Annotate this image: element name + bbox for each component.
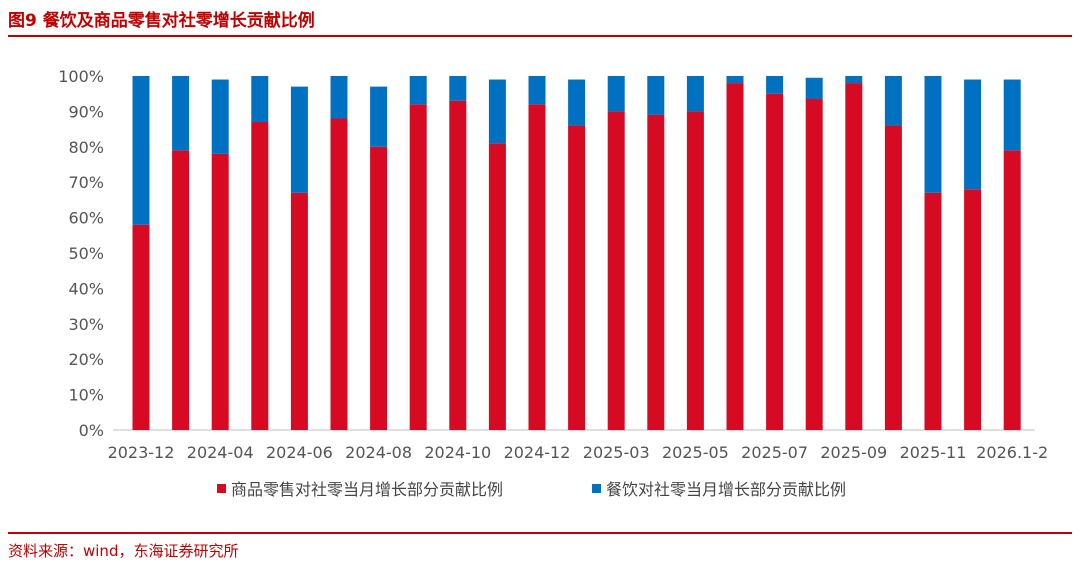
source-rule (8, 532, 1072, 534)
y-tick-label: 80% (68, 138, 104, 157)
bar-goods-retail (726, 83, 744, 430)
bar-catering (1003, 79, 1021, 151)
y-tick-label: 30% (68, 315, 104, 334)
bar-catering (964, 79, 982, 190)
legend-swatch-goods (217, 484, 226, 493)
bar-goods-retail (647, 114, 665, 430)
bar-catering (409, 76, 427, 105)
bar-catering (330, 76, 348, 119)
x-tick-label: 2025-09 (820, 443, 887, 462)
bar-goods-retail (172, 150, 190, 430)
y-tick-label: 60% (68, 209, 104, 228)
bar-catering (449, 76, 467, 101)
figure-title: 图9 餐饮及商品零售对社零增长贡献比例 (8, 11, 315, 31)
x-tick-label: 2024-04 (187, 443, 254, 462)
y-tick-label: 20% (68, 350, 104, 369)
y-tick-label: 70% (68, 173, 104, 192)
bar-goods-retail (488, 143, 506, 430)
bar-goods-retail (251, 122, 269, 431)
bar-catering (647, 76, 665, 115)
bar-catering (845, 76, 863, 84)
y-tick-label: 50% (68, 244, 104, 263)
bar-goods-retail (528, 104, 546, 430)
legend-label-goods: 商品零售对社零当月增长部分贡献比例 (231, 480, 503, 499)
bar-layer (132, 76, 1021, 431)
source-note: 资料来源：wind，东海证券研究所 (8, 542, 239, 560)
stacked-bar-chart: 0% 10% 20% 30% 40% 50% 60% 70% 80% 90% 100% 2023-12… (58, 67, 1048, 499)
bar-catering (251, 76, 269, 123)
bar-goods-retail (845, 83, 863, 430)
y-tick-label: 40% (68, 279, 104, 298)
legend-swatch-catering (592, 484, 601, 493)
legend-label-catering: 餐饮对社零当月增长部分贡献比例 (606, 480, 846, 499)
bar-catering (884, 76, 902, 126)
bar-goods-retail (211, 153, 229, 430)
bar-catering (172, 76, 190, 151)
x-tick-label: 2024-12 (504, 443, 571, 462)
chart-legend: 商品零售对社零当月增长部分贡献比例 餐饮对社零当月增长部分贡献比例 (217, 480, 846, 499)
x-tick-label: 2025-03 (583, 443, 650, 462)
x-tick-label: 2026.1-2 (976, 443, 1048, 462)
x-tick-label: 2025-05 (662, 443, 729, 462)
bar-catering (924, 76, 942, 193)
bar-goods-retail (924, 192, 942, 430)
bar-catering (607, 76, 625, 112)
bar-catering (568, 79, 586, 126)
bar-goods-retail (330, 118, 348, 430)
bar-catering (686, 76, 704, 112)
bar-goods-retail (132, 224, 150, 430)
bar-catering (805, 77, 823, 100)
bar-goods-retail (805, 99, 823, 430)
y-tick-label: 100% (58, 67, 104, 86)
axis-layer: 0% 10% 20% 30% 40% 50% 60% 70% 80% 90% 100% 2023-12… (58, 67, 1048, 462)
y-tick-label: 10% (68, 386, 104, 405)
bar-catering (488, 79, 506, 144)
bar-catering (211, 79, 229, 154)
x-tick-label: 2025-07 (741, 443, 808, 462)
x-tick-label: 2025-11 (900, 443, 967, 462)
bar-catering (370, 86, 388, 147)
y-tick-label: 90% (68, 102, 104, 121)
bar-goods-retail (409, 104, 427, 430)
bar-goods-retail (1003, 150, 1021, 430)
x-tick-label: 2024-08 (345, 443, 412, 462)
bar-goods-retail (370, 146, 388, 431)
bar-goods-retail (766, 93, 784, 430)
bar-goods-retail (607, 111, 625, 431)
y-tick-label: 0% (79, 421, 104, 440)
bar-goods-retail (686, 111, 704, 431)
bar-catering (528, 76, 546, 105)
bar-goods-retail (449, 100, 467, 430)
x-tick-label: 2024-10 (424, 443, 491, 462)
x-tick-label: 2023-12 (108, 443, 175, 462)
title-rule (8, 35, 1072, 37)
bar-catering (290, 86, 308, 193)
bar-catering (726, 76, 744, 84)
x-tick-label: 2024-06 (266, 443, 333, 462)
bar-goods-retail (884, 125, 902, 430)
bar-goods-retail (568, 125, 586, 430)
bar-goods-retail (964, 189, 982, 430)
bar-catering (132, 76, 150, 225)
bar-catering (766, 76, 784, 94)
bar-goods-retail (290, 192, 308, 430)
